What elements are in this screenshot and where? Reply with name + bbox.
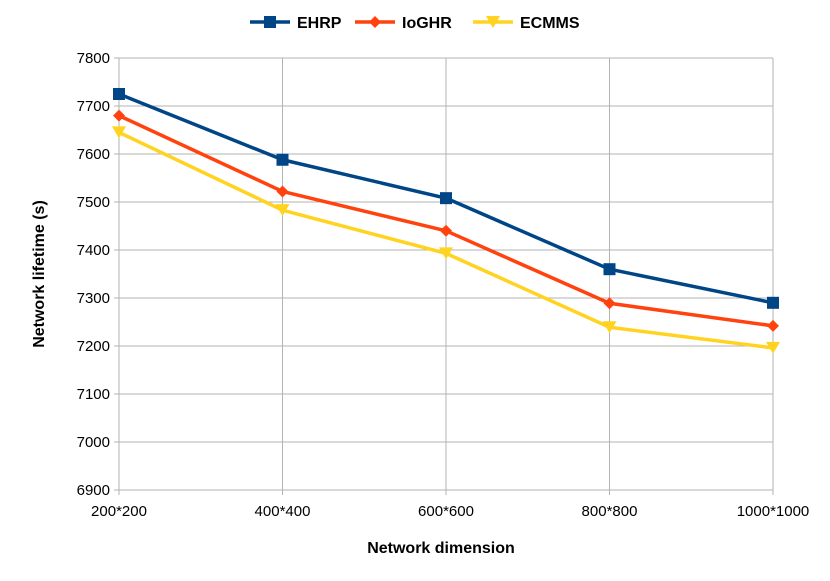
grid-lines: [118, 57, 774, 491]
series-ioghr: [113, 109, 779, 332]
data-point-ioghr: [767, 319, 779, 332]
x-tick-label: 400*400: [255, 503, 311, 520]
series-ecmms: [112, 126, 780, 354]
y-axis-title: Network lifetime (s): [31, 200, 48, 348]
x-tick-labels: 200*200 400*400 600*600 800*800 1000*1000: [91, 503, 809, 520]
data-point-ecmms: [275, 204, 290, 217]
data-point-ehrp: [276, 153, 289, 166]
data-point-ehrp: [767, 296, 779, 309]
series-group: [112, 88, 780, 354]
y-tick-label: 7000: [77, 434, 110, 451]
data-point-ioghr: [440, 224, 452, 237]
data-point-ioghr: [113, 109, 125, 122]
x-tick-label: 200*200: [91, 503, 147, 520]
data-point-ioghr: [276, 185, 289, 198]
legend-label: IoGHR: [402, 15, 452, 32]
y-tick-labels: 6900 7000 7100 7200 7300 7400 7500 7600 7700 7800: [77, 50, 110, 499]
data-point-ehrp: [603, 263, 616, 276]
y-tick-label: 6900: [77, 482, 110, 499]
legend-marker: [486, 16, 500, 28]
data-point-ehrp: [113, 88, 125, 100]
x-tick-label: 800*800: [582, 503, 638, 520]
axes: [114, 57, 774, 495]
data-point-ehrp: [440, 192, 452, 205]
y-tick-label: 7100: [77, 386, 110, 403]
y-tick-label: 7600: [77, 146, 110, 163]
y-tick-label: 7800: [77, 50, 110, 67]
y-tick-label: 7500: [77, 194, 110, 211]
legend: EHRP IoGHR ECMMS: [250, 15, 580, 32]
x-axis-title: Network dimension: [367, 540, 515, 557]
data-point-ecmms: [766, 341, 780, 354]
series-ehrp: [113, 88, 779, 309]
legend-item-ehrp: EHRP: [250, 15, 342, 32]
legend-item-ioghr: IoGHR: [355, 15, 452, 32]
legend-label: ECMMS: [520, 15, 580, 32]
data-point-ecmms: [439, 247, 453, 260]
y-tick-label: 7700: [77, 98, 110, 115]
legend-marker: [264, 16, 276, 28]
y-tick-label: 7300: [77, 290, 110, 307]
legend-item-ecmms: ECMMS: [473, 15, 580, 32]
x-tick-label: 600*600: [418, 503, 474, 520]
legend-marker: [369, 16, 381, 28]
x-tick-label: 1000*1000: [737, 503, 810, 520]
data-point-ioghr: [603, 297, 616, 310]
data-point-ecmms: [112, 126, 126, 139]
y-tick-label: 7200: [77, 338, 110, 355]
legend-label: EHRP: [297, 15, 342, 32]
data-point-ecmms: [602, 321, 617, 334]
y-tick-label: 7400: [77, 242, 110, 259]
